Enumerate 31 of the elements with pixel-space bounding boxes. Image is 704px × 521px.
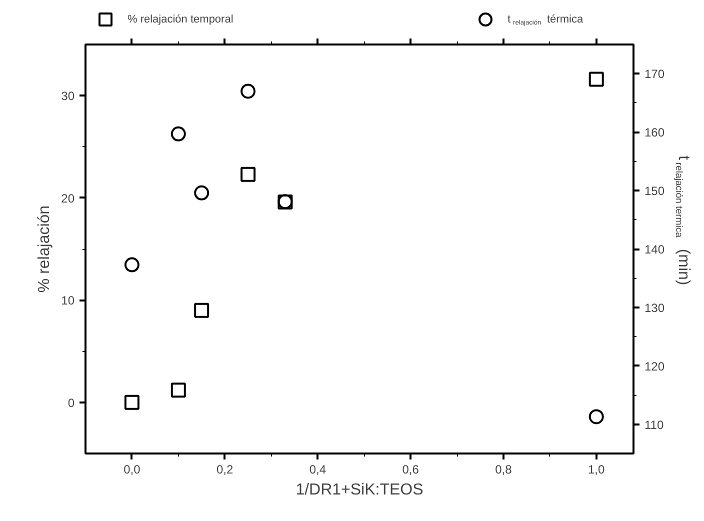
point xyxy=(170,126,186,142)
x-tick-label: 0,4 xyxy=(309,462,326,476)
x-tick-label: 0,2 xyxy=(216,462,234,476)
point xyxy=(240,84,256,99)
y2-axis-title: trelajación termica (min) xyxy=(673,156,692,286)
point xyxy=(124,257,140,272)
legend-label: % relajación temporal xyxy=(128,14,234,26)
y-tick-label: 0 xyxy=(68,396,75,410)
x-tick-label: 0,8 xyxy=(495,462,512,476)
y-tick-label: 10 xyxy=(61,294,75,308)
point xyxy=(124,394,140,410)
point xyxy=(588,409,604,424)
point xyxy=(240,166,256,182)
y2-tick-label: 120 xyxy=(644,359,665,374)
y2-tick-label: 130 xyxy=(644,300,665,315)
point xyxy=(170,382,186,398)
y-axis-title: % relajación xyxy=(36,205,54,293)
y-tick-label: 30 xyxy=(61,89,75,104)
y2-tick-label: 110 xyxy=(644,418,664,432)
x-tick-label: 0,0 xyxy=(124,462,141,476)
y2-tick-label: 170 xyxy=(644,67,665,82)
y2-tick-label: 150 xyxy=(644,184,665,198)
x-tick-label: 0,6 xyxy=(402,462,420,476)
point xyxy=(194,185,210,200)
y2-tick-label: 140 xyxy=(644,242,665,256)
x-tick-label: 1,0 xyxy=(588,462,606,476)
point xyxy=(588,72,604,87)
y-tick-label: 20 xyxy=(61,191,75,206)
y2-tick-label: 160 xyxy=(644,126,665,140)
x-axis-title: 1/DR1+SiK:TEOS xyxy=(296,482,424,498)
point xyxy=(194,302,210,318)
